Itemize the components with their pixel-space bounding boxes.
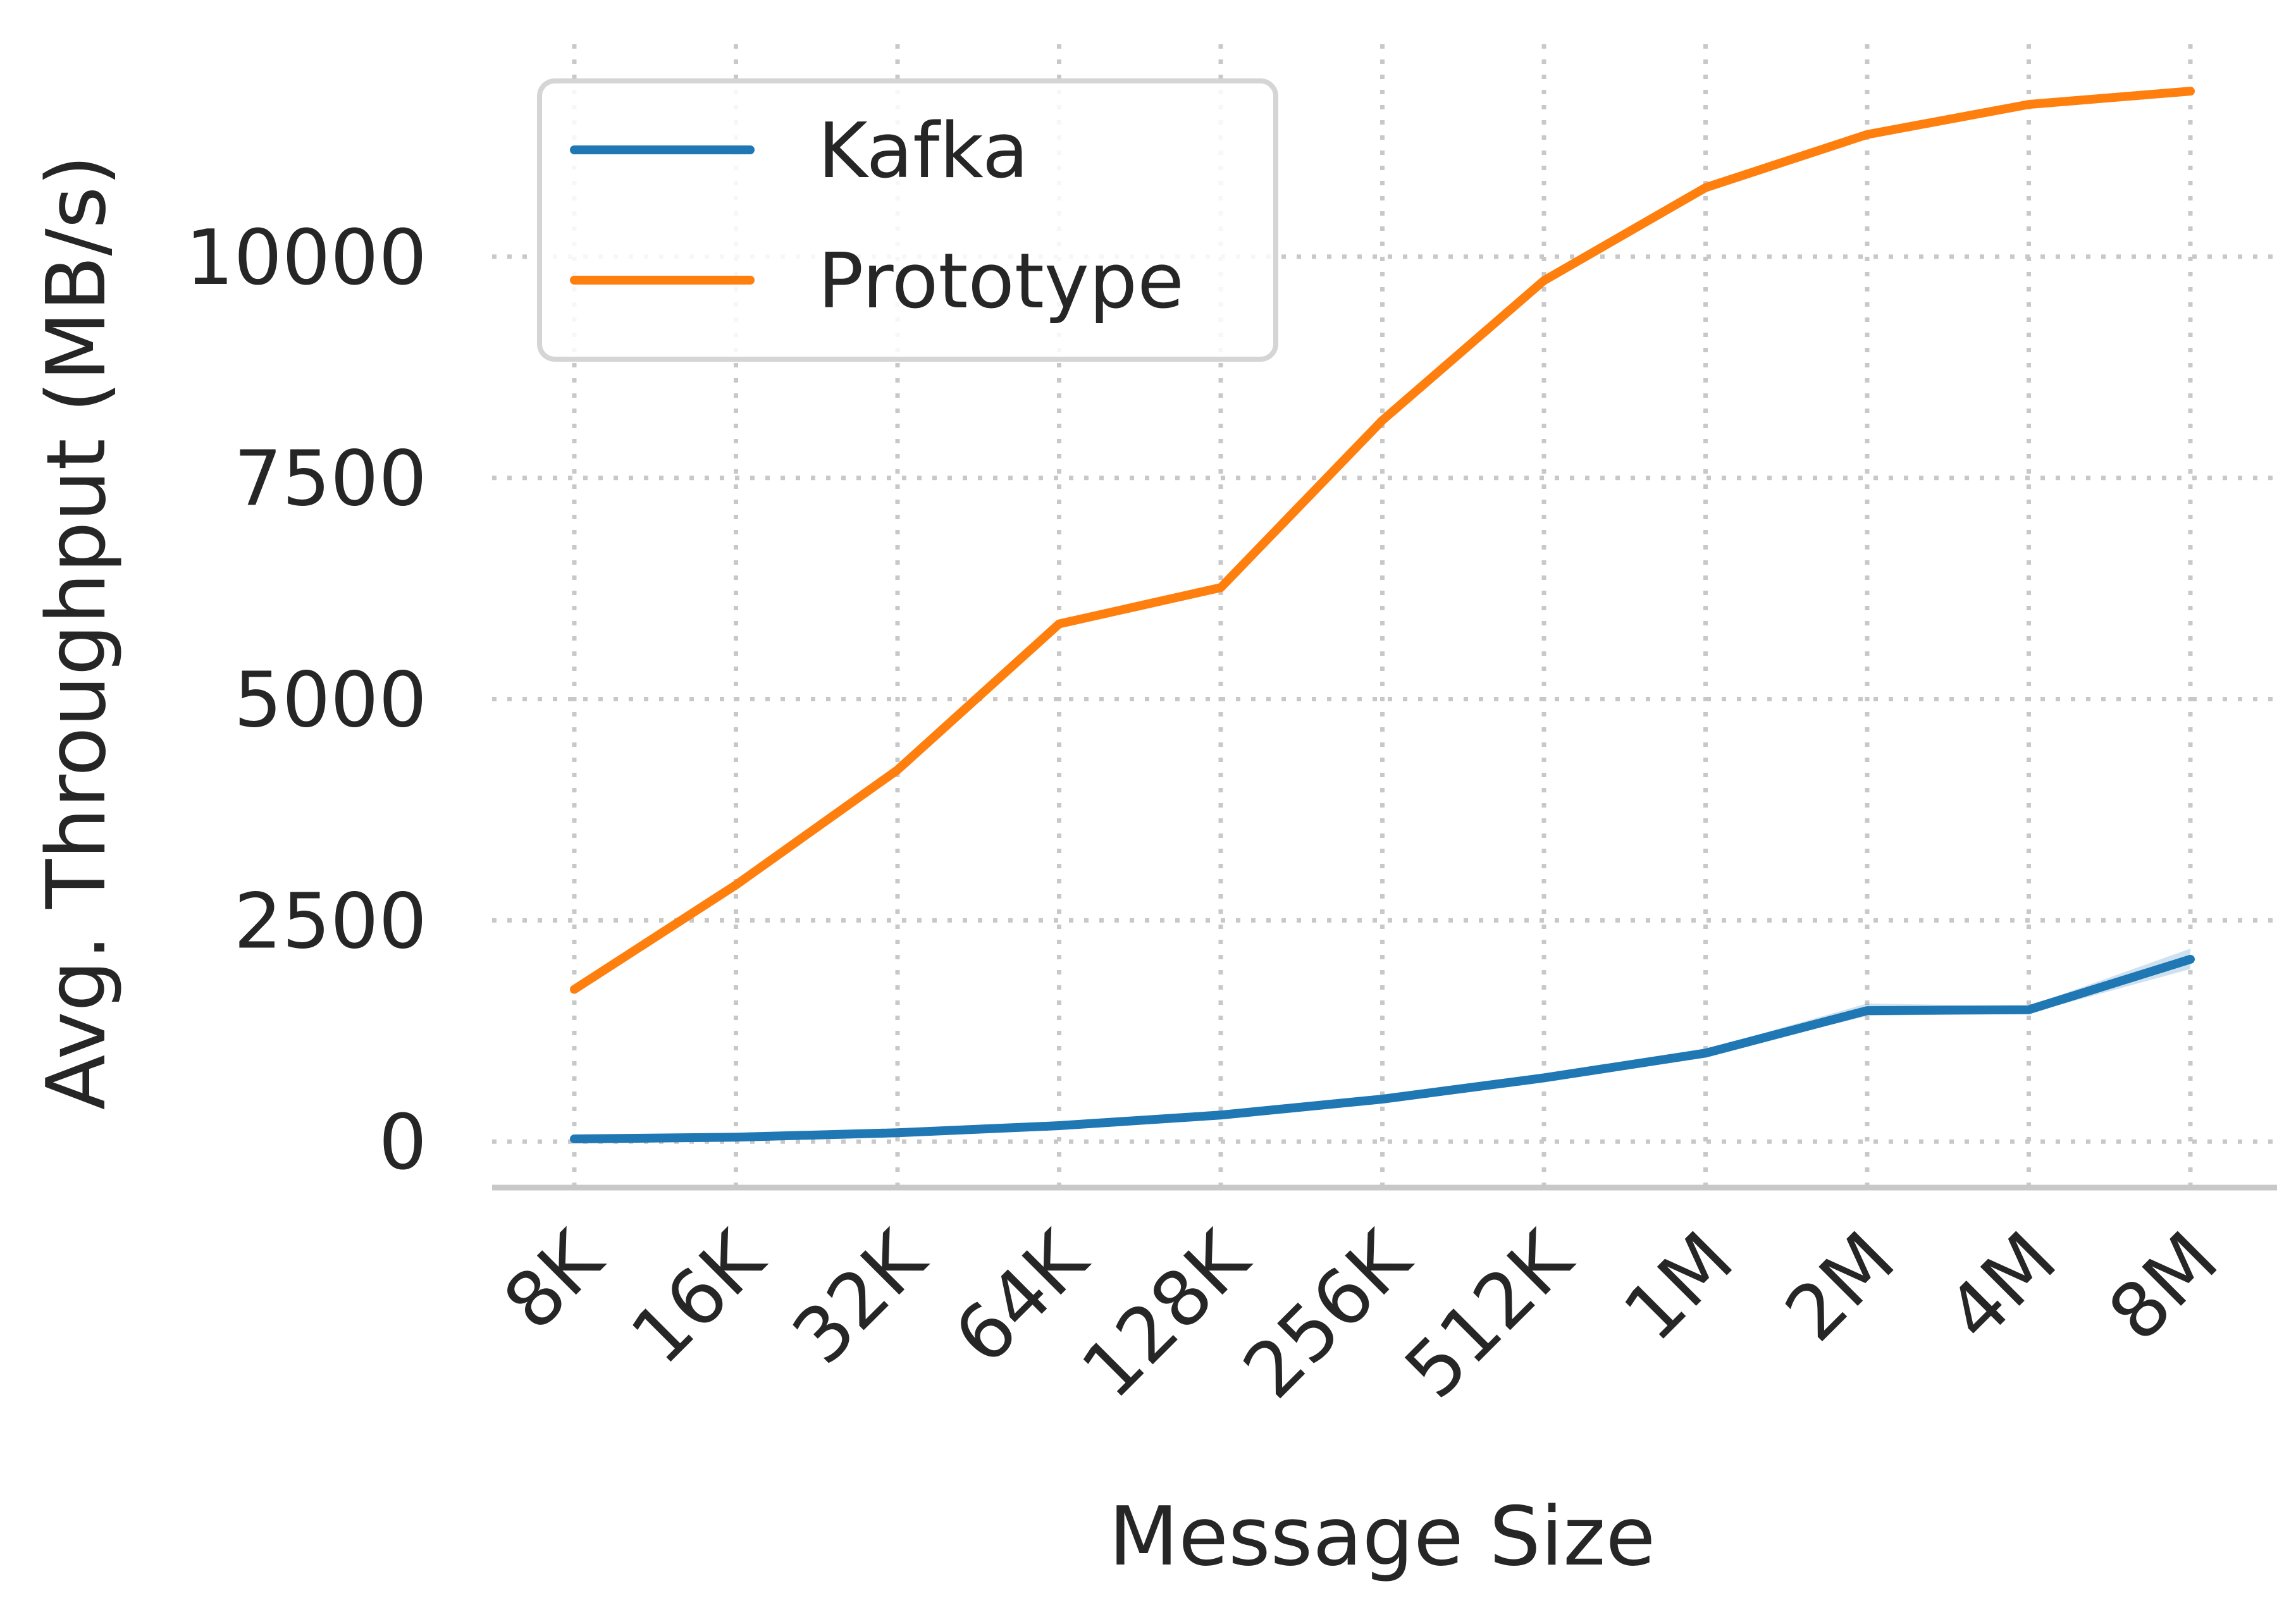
series-line: [570, 87, 2195, 994]
legend: Kafka Prototype: [537, 78, 1278, 362]
series-line: [570, 954, 2195, 1144]
legend-label: Kafka: [818, 108, 1028, 195]
y-tick-label: 7500: [234, 436, 427, 524]
y-tick-label: 10000: [185, 214, 427, 302]
y-axis-title: Avg. Throughput (MB/s): [30, 155, 124, 1110]
series-lines: [570, 87, 2195, 1144]
y-tick-label: 0: [379, 1099, 427, 1187]
y-tick-label: 2500: [234, 878, 427, 966]
x-axis-title: Message Size: [1109, 1490, 1655, 1584]
legend-items: Kafka Prototype: [570, 108, 1184, 326]
legend-label: Prototype: [818, 238, 1184, 326]
y-tick-label: 5000: [234, 657, 427, 745]
y-tick-labels: 0 2500 5000 7500 10000: [185, 214, 427, 1187]
